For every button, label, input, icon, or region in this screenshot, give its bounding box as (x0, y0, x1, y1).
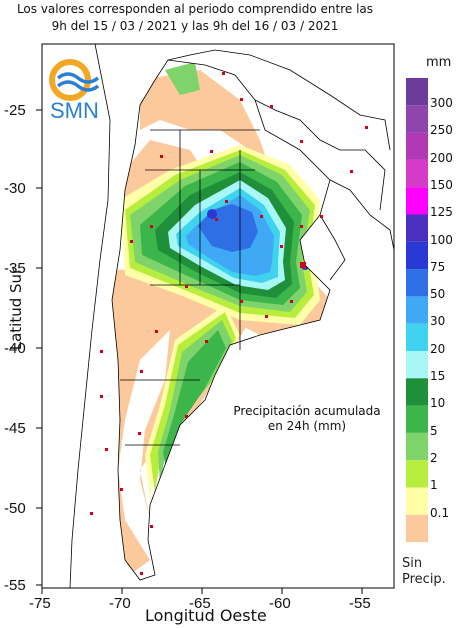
x-ticks: -75 -70 -65 -60 -55 (29, 588, 371, 612)
y-tick-label: -45 (4, 420, 26, 437)
legend-unit: mm (426, 55, 452, 70)
x-tick-label: -75 (29, 595, 51, 612)
legend-bin-label: 125 (430, 205, 453, 220)
legend-swatch (406, 405, 428, 433)
legend-bin-label: 15 (430, 369, 446, 383)
legend-bin-label: 200 (430, 150, 453, 165)
legend-swatch (406, 78, 428, 106)
x-tick-label: -60 (269, 595, 291, 612)
legend-colorbar (406, 78, 428, 543)
legend-bin-label: 5 (430, 423, 438, 438)
precip-field (112, 60, 330, 580)
y-tick-label: -30 (4, 180, 26, 197)
x-tick-label: -65 (189, 595, 211, 612)
y-tick-label: -50 (4, 500, 26, 517)
period-header-line1: Los valores corresponden al periodo comp… (16, 2, 374, 16)
map-annotation: Precipitación acumulada en 24h (mm) (232, 404, 382, 434)
legend-bin-label: 30 (430, 314, 446, 329)
legend-bin-label: 300 (430, 96, 453, 110)
legend-bin-label: 1 (430, 478, 438, 493)
smn-logo-icon: SMN (49, 59, 100, 123)
legend-bin-label: 2 (430, 450, 438, 465)
legend-swatch (406, 514, 428, 543)
y-tick-label: -55 (4, 577, 26, 594)
x-axis-label: Longitud Oeste (145, 606, 267, 625)
no-precip-label: Sin Precip. (402, 556, 446, 588)
country-borders (69, 43, 395, 589)
legend-swatch (406, 432, 428, 461)
svg-text:SMN: SMN (50, 98, 99, 123)
legend-swatch (406, 214, 428, 242)
legend-bin-label: 0.1 (430, 505, 450, 520)
y-tick-label: -25 (4, 102, 26, 119)
province-borders (111, 59, 331, 581)
y-tick-label: -35 (4, 260, 26, 277)
legend-swatch (406, 460, 428, 488)
x-tick-label: -70 (109, 595, 131, 612)
y-ticks: -25 -30 -35 -40 -45 -50 -55 (4, 102, 42, 594)
legend-swatch (406, 187, 428, 215)
no-precip-line1: Sin (402, 556, 423, 571)
legend-bin-label: 50 (430, 287, 446, 302)
annotation-line1: Precipitación acumulada (233, 404, 381, 418)
legend-swatch (406, 241, 428, 270)
legend-swatch (406, 105, 428, 133)
y-tick-label: -40 (4, 340, 26, 357)
legend-swatch (406, 296, 428, 324)
x-tick-label: -55 (349, 595, 371, 612)
legend-swatch (406, 159, 428, 188)
legend-bin-label: 10 (430, 396, 446, 411)
legend-swatch (406, 487, 428, 515)
legend-swatch (406, 378, 428, 406)
legend-swatch (406, 351, 428, 379)
legend-bin-label: 150 (430, 177, 453, 192)
y-axis-label: Latitud Sur (7, 267, 25, 351)
legend-swatch (406, 269, 428, 297)
annotation-line2: en 24h (mm) (267, 419, 347, 433)
legend-bin-label: 100 (430, 232, 453, 247)
station-markers (90, 72, 368, 575)
legend-swatch (406, 132, 428, 160)
legend-bin-label: 75 (430, 259, 446, 274)
legend-bin-label: 20 (430, 341, 446, 356)
legend-swatch (406, 323, 428, 351)
period-header-line2: 9h del 15 / 03 / 2021 y las 9h del 16 / … (51, 19, 339, 33)
legend-bin-label: 250 (430, 123, 453, 138)
no-precip-line2: Precip. (402, 572, 446, 587)
